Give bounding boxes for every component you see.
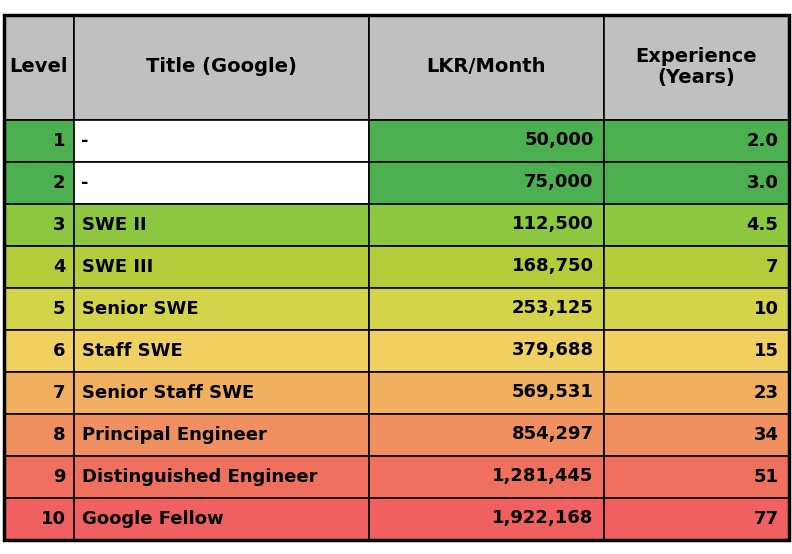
- Bar: [3, 162, 74, 203]
- Text: Level: Level: [10, 58, 68, 76]
- Text: 4: 4: [53, 258, 66, 275]
- Text: -: -: [82, 173, 89, 192]
- Bar: [604, 203, 789, 245]
- Bar: [3, 203, 74, 245]
- Text: Senior Staff SWE: Senior Staff SWE: [82, 383, 253, 402]
- Bar: [74, 372, 368, 413]
- Bar: [3, 288, 74, 330]
- Bar: [3, 413, 74, 455]
- Bar: [604, 330, 789, 372]
- Text: 8: 8: [53, 425, 66, 444]
- Text: 2: 2: [53, 173, 66, 192]
- Text: 168,750: 168,750: [512, 258, 593, 275]
- Bar: [74, 203, 368, 245]
- Bar: [604, 372, 789, 413]
- Bar: [74, 162, 368, 203]
- Text: LKR/Month: LKR/Month: [426, 58, 546, 76]
- Bar: [368, 497, 604, 540]
- Text: Title (Google): Title (Google): [146, 58, 296, 76]
- Text: 23: 23: [753, 383, 779, 402]
- Bar: [3, 245, 74, 288]
- Text: 51: 51: [753, 468, 779, 485]
- Bar: [604, 288, 789, 330]
- Bar: [74, 455, 368, 497]
- Text: 379,688: 379,688: [512, 341, 593, 360]
- Text: 2.0: 2.0: [747, 131, 779, 150]
- Bar: [368, 120, 604, 162]
- Bar: [604, 497, 789, 540]
- Text: 15: 15: [753, 341, 779, 360]
- Text: Distinguished Engineer: Distinguished Engineer: [82, 468, 317, 485]
- Bar: [368, 203, 604, 245]
- Bar: [604, 162, 789, 203]
- Bar: [368, 162, 604, 203]
- Bar: [604, 14, 789, 120]
- Text: 7: 7: [53, 383, 66, 402]
- Text: 34: 34: [753, 425, 779, 444]
- Bar: [74, 14, 368, 120]
- Bar: [368, 330, 604, 372]
- Bar: [74, 497, 368, 540]
- Bar: [368, 14, 604, 120]
- Text: 77: 77: [753, 510, 779, 527]
- Text: Staff SWE: Staff SWE: [82, 341, 182, 360]
- Text: 10: 10: [40, 510, 66, 527]
- Text: Experience
(Years): Experience (Years): [635, 47, 757, 88]
- Text: 1: 1: [53, 131, 66, 150]
- Text: 10: 10: [753, 300, 779, 317]
- Bar: [3, 14, 74, 120]
- Bar: [368, 413, 604, 455]
- Bar: [368, 288, 604, 330]
- Bar: [74, 245, 368, 288]
- Text: 5: 5: [53, 300, 66, 317]
- Bar: [604, 413, 789, 455]
- Bar: [74, 413, 368, 455]
- Bar: [3, 455, 74, 497]
- Bar: [368, 455, 604, 497]
- Bar: [368, 372, 604, 413]
- Text: Principal Engineer: Principal Engineer: [82, 425, 266, 444]
- Text: Senior SWE: Senior SWE: [82, 300, 198, 317]
- Text: 3.0: 3.0: [747, 173, 779, 192]
- Text: 3: 3: [53, 216, 66, 233]
- Bar: [368, 245, 604, 288]
- Bar: [74, 288, 368, 330]
- Text: SWE II: SWE II: [82, 216, 147, 233]
- Bar: [74, 120, 368, 162]
- Bar: [3, 330, 74, 372]
- Text: 75,000: 75,000: [524, 173, 593, 192]
- Text: 4.5: 4.5: [747, 216, 779, 233]
- Text: 9: 9: [53, 468, 66, 485]
- Text: 7: 7: [766, 258, 779, 275]
- Text: SWE III: SWE III: [82, 258, 153, 275]
- Bar: [604, 455, 789, 497]
- Text: 50,000: 50,000: [524, 131, 593, 150]
- Text: Google Fellow: Google Fellow: [82, 510, 223, 527]
- Bar: [3, 497, 74, 540]
- Text: -: -: [82, 131, 89, 150]
- Bar: [604, 120, 789, 162]
- Text: 112,500: 112,500: [512, 216, 593, 233]
- Text: 6: 6: [53, 341, 66, 360]
- Text: 1,281,445: 1,281,445: [492, 468, 593, 485]
- Bar: [604, 245, 789, 288]
- Text: 1,922,168: 1,922,168: [492, 510, 593, 527]
- Text: 854,297: 854,297: [512, 425, 593, 444]
- Bar: [3, 372, 74, 413]
- Text: 253,125: 253,125: [512, 300, 593, 317]
- Bar: [74, 330, 368, 372]
- Bar: [3, 120, 74, 162]
- Text: 569,531: 569,531: [512, 383, 593, 402]
